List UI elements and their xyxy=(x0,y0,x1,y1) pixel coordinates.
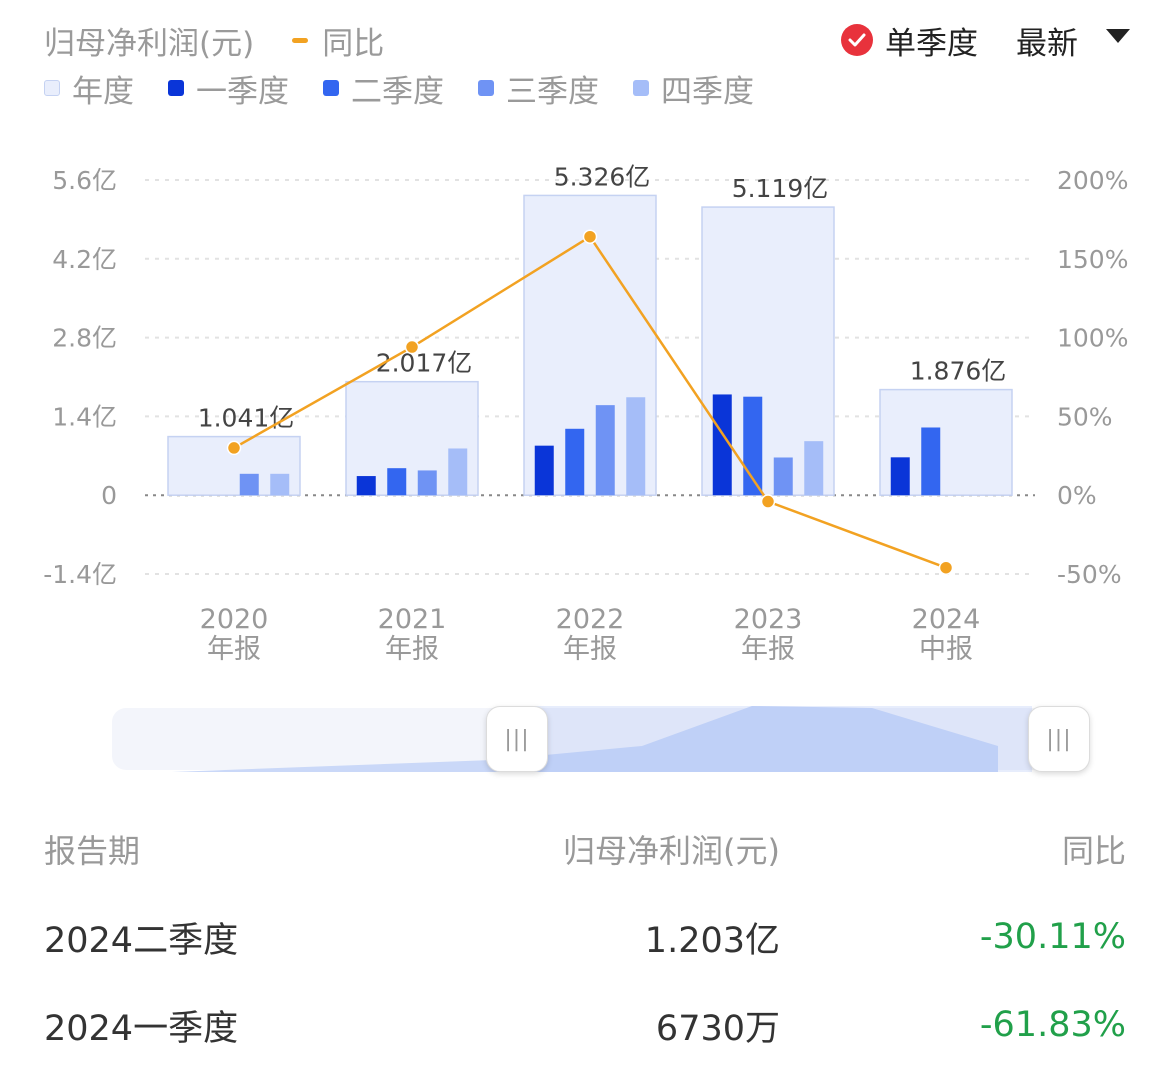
y-left-tick-label: 4.2亿 xyxy=(52,245,117,274)
quarter-bar xyxy=(890,457,910,496)
yoy-legend-label[interactable]: 同比 xyxy=(322,25,385,62)
annual-value-label: 2.017亿 xyxy=(376,349,473,378)
legend-label: 四季度 xyxy=(661,73,754,110)
slider-area xyxy=(172,706,998,772)
x-tick-year: 2023 xyxy=(734,604,803,635)
chart-controls: 单季度 最新 xyxy=(841,18,1130,62)
x-tick-period: 年报 xyxy=(563,634,617,665)
row-value: 6730万 xyxy=(655,1008,780,1049)
slider-handle-right[interactable]: ||| xyxy=(1028,706,1090,772)
x-tick-period: 年报 xyxy=(385,634,439,665)
single-quarter-toggle[interactable]: 单季度 xyxy=(885,25,978,62)
quarter-bar xyxy=(534,445,554,496)
x-tick-year: 2020 xyxy=(200,604,269,635)
x-tick-year: 2021 xyxy=(378,604,447,635)
annual-value-label: 5.326亿 xyxy=(554,162,651,191)
chart-header: 归母净利润(元) 同比 xyxy=(44,18,384,62)
legend-label: 三季度 xyxy=(506,73,599,110)
y-right-tick-label: 50% xyxy=(1057,402,1113,431)
legend-swatch xyxy=(478,80,494,96)
quarter-bar xyxy=(239,473,259,496)
x-tick-year: 2022 xyxy=(556,604,625,635)
legend-item-q1[interactable]: 一季度 xyxy=(168,66,289,111)
legend-item-q4[interactable]: 四季度 xyxy=(633,66,754,111)
yoy-legend-marker xyxy=(292,37,309,43)
yoy-point xyxy=(938,560,954,575)
table-row[interactable]: 2024二季度 1.203亿 -30.11% xyxy=(44,912,1126,962)
quarter-bar xyxy=(448,448,468,496)
y-right-tick-label: 150% xyxy=(1057,245,1128,274)
y-left-tick-label: 0 xyxy=(101,481,117,510)
range-slider[interactable]: ||| ||| xyxy=(112,706,1090,772)
table-row[interactable]: 2024一季度 6730万 -61.83% xyxy=(44,1000,1126,1050)
annual-value-label: 1.041亿 xyxy=(198,404,295,433)
legend-label: 年度 xyxy=(72,73,134,110)
legend-item-q2[interactable]: 二季度 xyxy=(323,66,444,111)
quarter-bar xyxy=(417,470,437,496)
quarter-bar xyxy=(804,441,824,496)
annual-value-label: 1.876亿 xyxy=(910,357,1007,386)
y-left-tick-label: -1.4亿 xyxy=(43,560,117,589)
table-header: 报告期 归母净利润(元) 同比 xyxy=(44,824,1126,874)
row-yoy: -30.11% xyxy=(979,917,1126,957)
legend-swatch xyxy=(44,80,60,96)
header-yoy: 同比 xyxy=(1061,832,1126,870)
yoy-point xyxy=(582,229,598,244)
quarter-bar xyxy=(387,468,407,496)
y-right-tick-label: 100% xyxy=(1057,324,1128,353)
yoy-point xyxy=(760,494,776,509)
legend-label: 二季度 xyxy=(351,73,444,110)
x-tick-period: 中报 xyxy=(919,634,973,665)
quarter-bar xyxy=(565,428,585,496)
legend-item-q3[interactable]: 三季度 xyxy=(478,66,599,111)
quarter-bar xyxy=(626,397,646,496)
yoy-point xyxy=(404,339,420,355)
header-value: 归母净利润(元) xyxy=(563,832,780,870)
row-value: 1.203亿 xyxy=(644,920,780,961)
header-period: 报告期 xyxy=(44,832,141,870)
row-period: 2024二季度 xyxy=(44,920,239,961)
quarter-bar xyxy=(595,405,615,496)
quarter-bar xyxy=(356,476,376,496)
check-icon[interactable] xyxy=(841,24,873,56)
metric-title: 归母净利润(元) xyxy=(44,25,255,62)
slider-selection xyxy=(516,706,1032,772)
latest-dropdown[interactable]: 最新 xyxy=(1016,25,1078,62)
row-yoy: -61.83% xyxy=(979,1005,1126,1045)
y-right-tick-label: 0% xyxy=(1057,481,1097,510)
quarter-bar xyxy=(921,427,941,496)
dropdown-arrow-icon[interactable] xyxy=(1106,29,1130,43)
quarter-bar xyxy=(773,457,793,496)
legend-swatch xyxy=(168,80,184,96)
y-left-tick-label: 5.6亿 xyxy=(52,166,117,195)
profit-chart[interactable]: 5.6亿 200% 4.2亿 150% 2.8亿 100% 1.4亿 50% 0 0% -1.4亿 -… xyxy=(0,140,1170,680)
x-tick-period: 年报 xyxy=(741,634,795,665)
x-tick-year: 2024 xyxy=(912,604,981,635)
x-tick-period: 年报 xyxy=(207,634,261,665)
legend-item-annual[interactable]: 年度 xyxy=(44,66,134,111)
slider-preview xyxy=(112,706,1090,772)
yoy-point xyxy=(226,440,242,456)
row-period: 2024一季度 xyxy=(44,1008,239,1049)
annual-value-label: 5.119亿 xyxy=(732,174,829,203)
y-right-tick-label: 200% xyxy=(1057,166,1128,195)
legend-label: 一季度 xyxy=(196,73,289,110)
quarter-bar xyxy=(712,394,732,496)
series-legend: 年度 一季度 二季度 三季度 四季度 xyxy=(44,66,788,111)
legend-swatch xyxy=(323,80,339,96)
y-left-tick-label: 2.8亿 xyxy=(52,324,117,353)
slider-handle-left[interactable]: ||| xyxy=(486,706,548,772)
legend-swatch xyxy=(633,80,649,96)
y-right-tick-label: -50% xyxy=(1057,560,1122,589)
quarter-bar xyxy=(270,473,290,496)
y-left-tick-label: 1.4亿 xyxy=(52,402,117,431)
